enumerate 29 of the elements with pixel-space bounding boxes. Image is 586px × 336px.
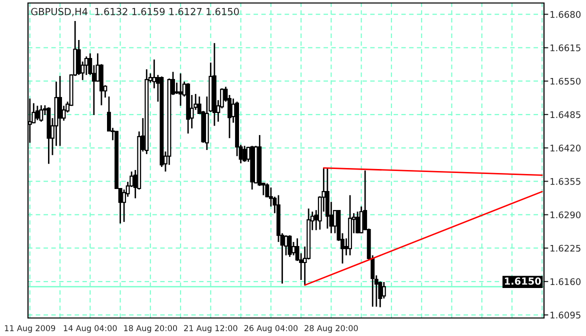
candlestick bbox=[242, 145, 247, 162]
x-tick-label: 21 Aug 12:00 bbox=[184, 325, 238, 333]
candlestick bbox=[76, 39, 81, 76]
x-tick-label: 18 Aug 20:00 bbox=[124, 325, 178, 333]
y-tick-label: 1.6485 bbox=[550, 111, 580, 118]
x-tick-label: 11 Aug 2009 bbox=[4, 325, 56, 333]
y-tick-label: 1.6160 bbox=[550, 278, 581, 286]
candlestick bbox=[39, 104, 44, 122]
candlestick bbox=[152, 58, 156, 89]
ref-line-label: 1.6150 bbox=[504, 277, 541, 285]
y-tick-label: 1.6355 bbox=[550, 178, 580, 185]
y-tick-label: 1.6550 bbox=[550, 78, 581, 85]
candlestick bbox=[58, 75, 62, 147]
y-tick-label: 1.6290 bbox=[550, 211, 581, 218]
x-tick-label: 26 Aug 04:00 bbox=[244, 325, 298, 333]
y-tick-label: 1.6680 bbox=[550, 11, 581, 18]
candlestick bbox=[382, 281, 386, 300]
x-tick-label: 14 Aug 04:00 bbox=[64, 325, 117, 333]
y-tick-label: 1.6095 bbox=[550, 312, 580, 318]
y-tick-label: 1.6420 bbox=[550, 144, 581, 152]
candlestick bbox=[174, 82, 179, 95]
candlestick bbox=[356, 210, 360, 234]
chart-title: GBPUSD,H4 1.6132 1.6159 1.6127 1.6150 bbox=[31, 8, 239, 16]
y-tick-label: 1.6225 bbox=[550, 244, 580, 252]
x-tick-label: 28 Aug 20:00 bbox=[304, 325, 358, 333]
candlestick bbox=[359, 206, 364, 234]
candlestick bbox=[288, 234, 292, 258]
candlestick bbox=[178, 72, 183, 106]
y-tick-label: 1.6615 bbox=[550, 44, 580, 52]
